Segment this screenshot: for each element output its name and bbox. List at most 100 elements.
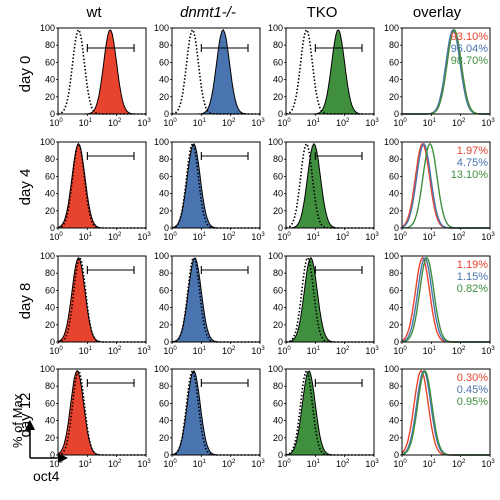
y-tick-label: 80 <box>159 268 169 278</box>
x-tick-label: 100 <box>163 459 177 469</box>
panel-overlay-row-1: 0 20 40 60 80 100 100 101 102 103 1.97%4.75%13.10% <box>384 137 495 242</box>
y-tick-label: 100 <box>268 251 283 261</box>
dnmt1-percent-label: 1.15% <box>457 271 488 283</box>
y-tick-label: 40 <box>273 75 283 85</box>
row-label-day-4: day 4 <box>17 169 34 206</box>
y-tick-label: 60 <box>45 398 55 408</box>
panel-dnmt1-row-2: 0 20 40 60 80 100 100 101 102 103 <box>154 251 265 356</box>
panel-frame <box>57 255 147 343</box>
panel-frame <box>401 368 491 456</box>
y-tick-label: 0 <box>394 223 399 233</box>
y-tick-label: 100 <box>40 23 55 33</box>
x-tick-label: 100 <box>49 118 63 128</box>
y-tick-label: 100 <box>268 137 283 147</box>
x-tick-label: 102 <box>222 346 236 356</box>
panel-tko-row-2: 0 20 40 60 80 100 100 101 102 103 <box>268 251 379 356</box>
x-tick-label: 102 <box>452 118 466 128</box>
y-tick-label: 60 <box>159 398 169 408</box>
y-tick-label: 80 <box>273 154 283 164</box>
panel-frame <box>401 27 491 115</box>
y-tick-label: 40 <box>273 189 283 199</box>
panel-frame <box>171 141 261 229</box>
y-tick-label: 80 <box>159 381 169 391</box>
x-tick-label: 102 <box>108 232 122 242</box>
panel-dnmt1-row-0: 0 20 40 60 80 100 100 101 102 103 <box>154 23 265 128</box>
tko-percent-label: 13.10% <box>451 169 489 181</box>
x-tick-label: 103 <box>365 346 379 356</box>
column-headers: wt dnmt1-/- TKO overlay <box>86 4 462 21</box>
x-tick-label: 103 <box>251 346 265 356</box>
y-tick-label: 80 <box>45 268 55 278</box>
x-tick-label: 103 <box>137 459 151 469</box>
y-tick-label: 40 <box>45 416 55 426</box>
y-tick-label: 100 <box>154 251 169 261</box>
x-tick-label: 103 <box>365 118 379 128</box>
x-tick-label: 101 <box>193 118 207 128</box>
y-tick-label: 60 <box>159 285 169 295</box>
y-tick-label: 80 <box>159 154 169 164</box>
x-tick-label: 102 <box>108 346 122 356</box>
x-tick-label: 100 <box>49 232 63 242</box>
x-tick-label: 103 <box>481 346 495 356</box>
y-tick-label: 100 <box>268 23 283 33</box>
y-tick-label: 100 <box>154 137 169 147</box>
y-tick-label: 100 <box>384 364 399 374</box>
y-tick-label: 40 <box>159 189 169 199</box>
y-tick-label: 20 <box>389 92 399 102</box>
wt-percent-label: 93.10% <box>451 31 489 43</box>
y-tick-label: 60 <box>389 398 399 408</box>
x-tick-label: 102 <box>336 118 350 128</box>
column-header-tko: TKO <box>307 4 338 21</box>
panel-wt-row-1: 0 20 40 60 80 100 100 101 102 103 <box>40 137 151 242</box>
x-tick-label: 100 <box>393 232 407 242</box>
y-tick-label: 100 <box>40 364 55 374</box>
x-tick-label: 102 <box>452 459 466 469</box>
column-header-overlay: overlay <box>413 4 462 21</box>
y-tick-label: 40 <box>45 303 55 313</box>
y-tick-label: 40 <box>389 303 399 313</box>
column-header-wt: wt <box>86 4 103 21</box>
x-tick-label: 101 <box>193 232 207 242</box>
panel-frame <box>401 141 491 229</box>
y-tick-label: 20 <box>159 92 169 102</box>
panel-tko-row-3: 0 20 40 60 80 100 100 101 102 103 <box>268 364 379 469</box>
y-tick-label: 20 <box>45 320 55 330</box>
x-tick-label: 102 <box>452 232 466 242</box>
panel-tko-row-0: 0 20 40 60 80 100 100 101 102 103 <box>268 23 379 128</box>
panel-overlay-row-3: 0 20 40 60 80 100 100 101 102 103 0.30%0.45%0.95% <box>384 364 495 469</box>
x-tick-label: 102 <box>222 459 236 469</box>
y-tick-label: 60 <box>45 171 55 181</box>
dnmt1-percent-label: 96.04% <box>451 43 489 55</box>
x-tick-label: 102 <box>336 346 350 356</box>
x-tick-label: 100 <box>163 346 177 356</box>
panel-frame <box>401 255 491 343</box>
y-tick-label: 80 <box>273 40 283 50</box>
y-tick-label: 40 <box>45 75 55 85</box>
y-tick-label: 20 <box>159 320 169 330</box>
x-tick-label: 103 <box>365 232 379 242</box>
column-header-dnmt1: dnmt1-/- <box>180 4 236 21</box>
x-tick-label: 103 <box>481 232 495 242</box>
x-tick-label: 101 <box>193 346 207 356</box>
panel-overlay-row-2: 0 20 40 60 80 100 100 101 102 103 1.19%1.15%0.82% <box>384 251 495 356</box>
x-tick-label: 100 <box>163 118 177 128</box>
y-tick-label: 60 <box>159 57 169 67</box>
y-tick-label: 20 <box>159 433 169 443</box>
x-tick-label: 103 <box>137 118 151 128</box>
x-tick-label: 102 <box>108 118 122 128</box>
y-tick-label: 60 <box>273 285 283 295</box>
y-tick-label: 20 <box>159 206 169 216</box>
x-tick-label: 100 <box>49 346 63 356</box>
x-tick-label: 103 <box>137 346 151 356</box>
y-tick-label: 100 <box>154 23 169 33</box>
wt-percent-label: 1.97% <box>457 145 488 157</box>
x-tick-label: 103 <box>251 459 265 469</box>
x-tick-label: 102 <box>336 232 350 242</box>
x-tick-label: 101 <box>307 346 321 356</box>
y-tick-label: 20 <box>273 433 283 443</box>
y-tick-label: 20 <box>45 433 55 443</box>
y-tick-label: 80 <box>389 154 399 164</box>
row-label-day-8: day 8 <box>17 283 34 320</box>
y-tick-label: 0 <box>278 450 283 460</box>
